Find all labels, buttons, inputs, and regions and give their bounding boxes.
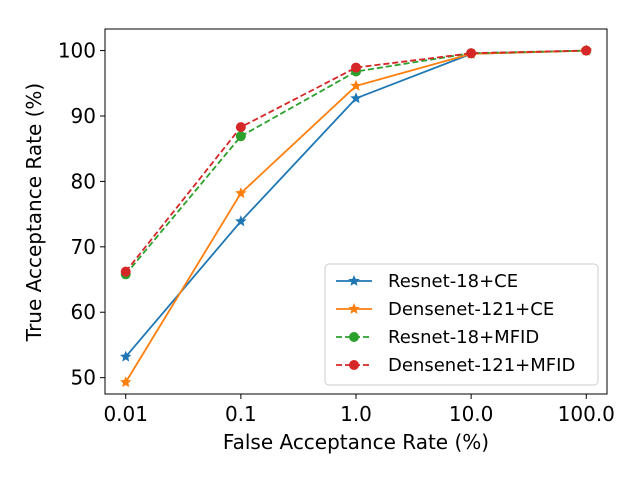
legend-box: [324, 263, 599, 386]
legend-label: Resnet-18+CE: [388, 271, 518, 292]
x-tick-label: 0.1: [225, 402, 257, 426]
x-axis: 0.01 0.1 1.0 10.0 100.0: [103, 394, 615, 426]
legend-marker: [349, 360, 359, 370]
y-tick-label: 100: [58, 39, 96, 63]
legend-marker: [349, 332, 359, 342]
data-point: [235, 215, 247, 227]
data-point: [350, 92, 362, 104]
y-axis-label: True Acceptance Rate (%): [22, 83, 46, 342]
y-tick-label: 60: [71, 300, 96, 324]
x-tick-label: 10.0: [449, 402, 494, 426]
data-point: [119, 376, 132, 388]
series-line: [125, 49, 587, 273]
x-tick-label: 1.0: [340, 402, 372, 426]
data-point: [120, 266, 131, 277]
legend-label: Densenet-121+MFID: [388, 355, 575, 376]
data-point: [466, 48, 477, 59]
x-tick-label: 100.0: [558, 402, 615, 426]
x-axis-label: False Acceptance Rate (%): [223, 430, 489, 454]
legend-item-resnet-18-mfid: Resnet-18+MFID: [336, 327, 539, 348]
legend-item-densenet-121-ce: Densenet-121+CE: [336, 299, 554, 320]
data-point: [119, 350, 132, 362]
legend-item-resnet-18-ce: Resnet-18+CE: [336, 271, 518, 292]
data-point: [235, 131, 246, 142]
series-densenet-121-mfid: [120, 45, 592, 277]
data-point: [235, 122, 246, 133]
legend-marker: [348, 274, 360, 286]
data-point: [581, 45, 592, 56]
data-point: [351, 62, 361, 73]
data-point: [235, 187, 247, 199]
y-tick-label: 80: [71, 169, 96, 193]
y-tick-label: 70: [71, 235, 96, 259]
legend-item-densenet-121-mfid: Densenet-121+MFID: [336, 355, 575, 376]
x-tick-label: 0.01: [103, 402, 148, 426]
plot-area: [119, 44, 593, 388]
y-axis: 50 60 70 80 90 100: [58, 39, 105, 390]
legend-label: Densenet-121+CE: [388, 299, 554, 320]
legend-label: Resnet-18+MFID: [388, 327, 539, 348]
legend-marker: [348, 302, 360, 314]
data-point: [350, 79, 362, 91]
y-tick-label: 90: [71, 104, 96, 128]
legend: Resnet-18+CE Densenet-121+CE Resnet-18+MFI…: [324, 263, 599, 386]
y-tick-label: 50: [71, 366, 96, 390]
